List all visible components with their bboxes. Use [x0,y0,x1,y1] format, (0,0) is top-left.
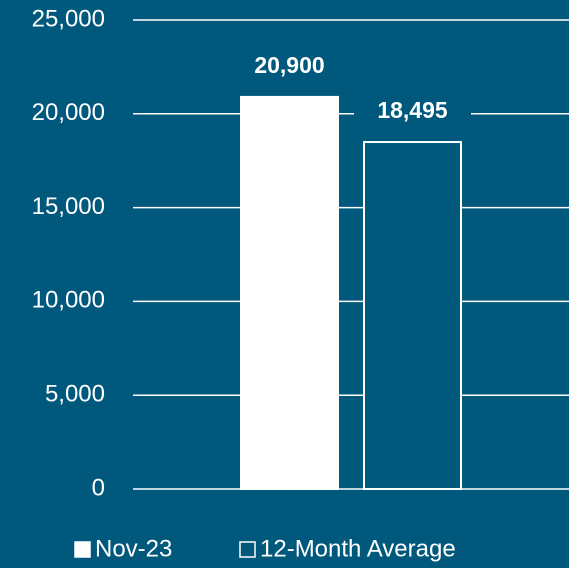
value-label-bg [231,48,348,85]
legend-label: Nov-23 [95,535,172,562]
y-tick-label: 20,000 [32,99,105,126]
legend-swatch [239,541,256,558]
y-tick-label: 0 [92,474,105,501]
y-tick-label: 10,000 [32,287,105,314]
legend-label: 12-Month Average [260,535,456,562]
value-label: 20,900 [254,52,324,78]
value-label: 18,495 [377,97,448,123]
y-tick-label: 5,000 [45,381,105,408]
y-tick-label: 25,000 [32,5,105,32]
value-label-bg [354,94,471,131]
bar [240,95,339,491]
y-tick-label: 15,000 [32,193,105,220]
bar [363,141,462,490]
legend-swatch [74,541,91,558]
